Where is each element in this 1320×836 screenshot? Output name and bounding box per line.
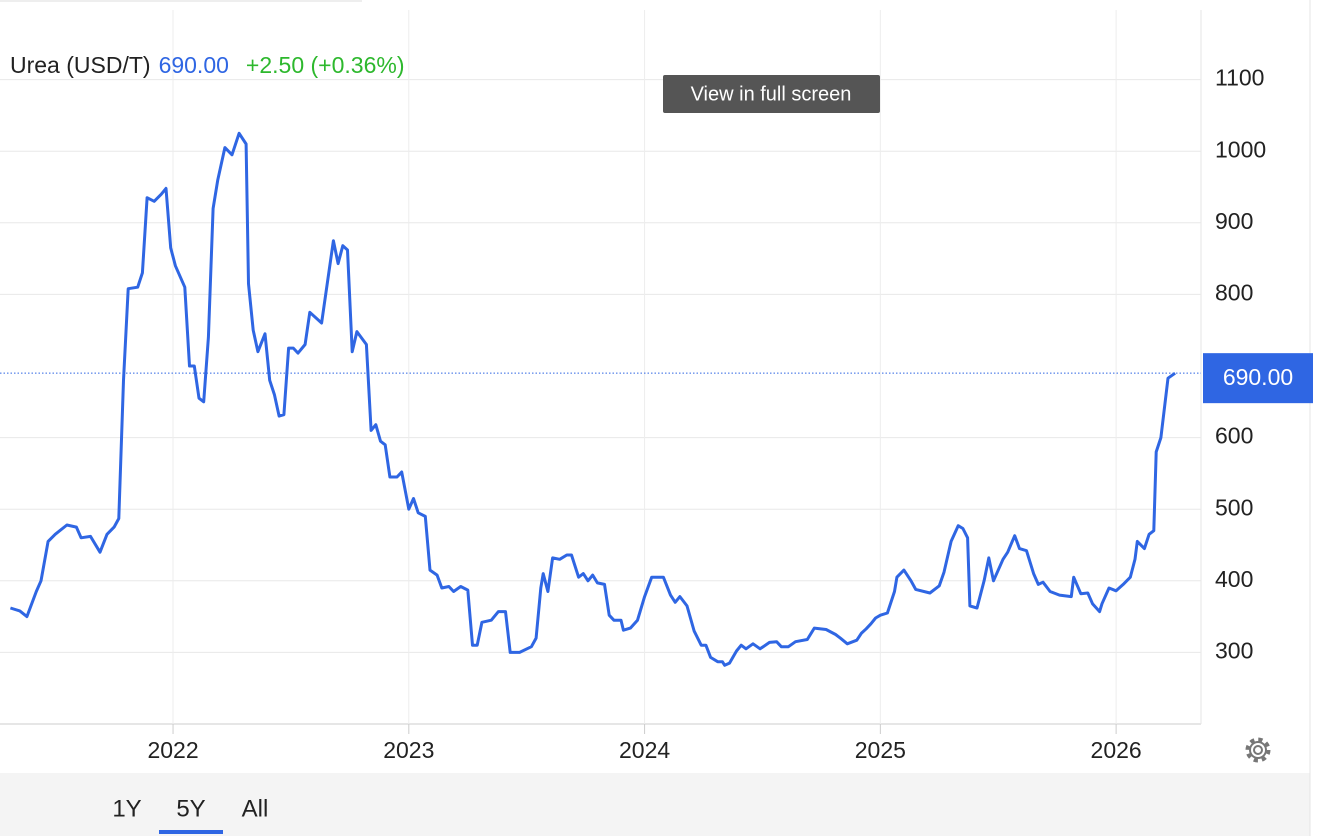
x-tick-label: 2026 (1091, 737, 1142, 763)
range-bar (0, 773, 1310, 836)
x-tick-label: 2024 (619, 737, 670, 763)
y-tick-label: 1100 (1215, 65, 1264, 91)
range-button[interactable]: 1Y (112, 795, 141, 822)
last-price-badge (1203, 353, 1313, 404)
fullscreen-tooltip[interactable]: View in full screen (663, 75, 880, 113)
y-tick-label: 800 (1215, 279, 1253, 305)
price-change: +2.50 (+0.36%) (246, 52, 405, 78)
chart-title: Urea (USD/T) (10, 52, 151, 78)
gear-ring[interactable] (1249, 741, 1267, 759)
gear-teeth[interactable] (1245, 737, 1271, 763)
y-tick-label: 500 (1215, 494, 1253, 520)
y-tick-label: 400 (1215, 566, 1253, 592)
x-tick-label: 2022 (147, 737, 198, 763)
x-tick-label: 2025 (855, 737, 906, 763)
plot: 690.00 (0, 131, 1313, 667)
tooltip-box[interactable] (663, 75, 880, 113)
grid: 300 400 500 600 800 900 1000 1100 2022 2023 2024 20… (0, 10, 1266, 763)
y-tick-label: 900 (1215, 208, 1253, 234)
range-underline[interactable] (159, 830, 223, 834)
range-button[interactable]: All (242, 795, 269, 822)
y-tick-label: 1000 (1215, 136, 1266, 162)
range-buttons: 1Y 5Y All (112, 795, 268, 834)
y-tick-label: 600 (1215, 423, 1253, 449)
settings-button[interactable] (1245, 737, 1271, 763)
price: 690.00 (159, 52, 229, 78)
x-tick-label: 2023 (383, 737, 434, 763)
tooltip-text[interactable]: View in full screen (691, 83, 852, 105)
y-tick-label: 300 (1215, 637, 1253, 663)
gear-hub[interactable] (1253, 745, 1263, 755)
range-button[interactable]: 5Y (176, 795, 205, 822)
last-price-label: 690.00 (1223, 364, 1293, 390)
price-line (9, 131, 1176, 667)
